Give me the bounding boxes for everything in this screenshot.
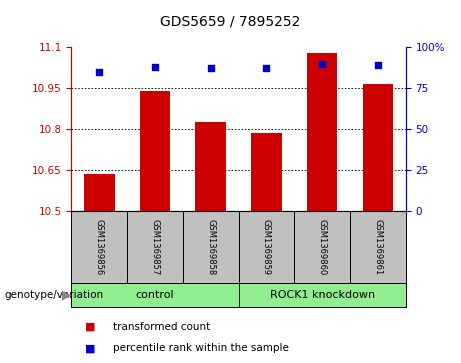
Text: GSM1369861: GSM1369861 [373,219,382,275]
Bar [71,211,127,283]
Bar [362,84,393,211]
Bar [140,91,170,211]
Point [263,66,270,72]
Text: genotype/variation: genotype/variation [5,290,104,300]
Bar [195,122,226,211]
Point [374,62,382,68]
Bar [294,211,350,283]
Bar [183,211,238,283]
Point [151,64,159,70]
Text: transformed count: transformed count [113,322,210,332]
Bar [251,133,282,211]
Bar [238,211,294,283]
Text: GDS5659 / 7895252: GDS5659 / 7895252 [160,15,301,29]
Text: GSM1369860: GSM1369860 [318,219,327,275]
Text: GSM1369859: GSM1369859 [262,219,271,275]
Text: percentile rank within the sample: percentile rank within the sample [113,343,289,354]
Text: ▶: ▶ [62,289,72,301]
Text: ROCK1 knockdown: ROCK1 knockdown [270,290,375,300]
Bar [307,53,337,211]
Bar [71,283,239,307]
Text: GSM1369856: GSM1369856 [95,219,104,275]
Text: GSM1369857: GSM1369857 [150,219,160,275]
Point [207,66,214,72]
Text: GSM1369858: GSM1369858 [206,219,215,275]
Text: ■: ■ [85,322,96,332]
Point [95,69,103,75]
Text: control: control [136,290,174,300]
Bar [127,211,183,283]
Point [319,61,326,66]
Bar [238,283,406,307]
Text: ■: ■ [85,343,96,354]
Bar [350,211,406,283]
Bar [84,174,115,211]
